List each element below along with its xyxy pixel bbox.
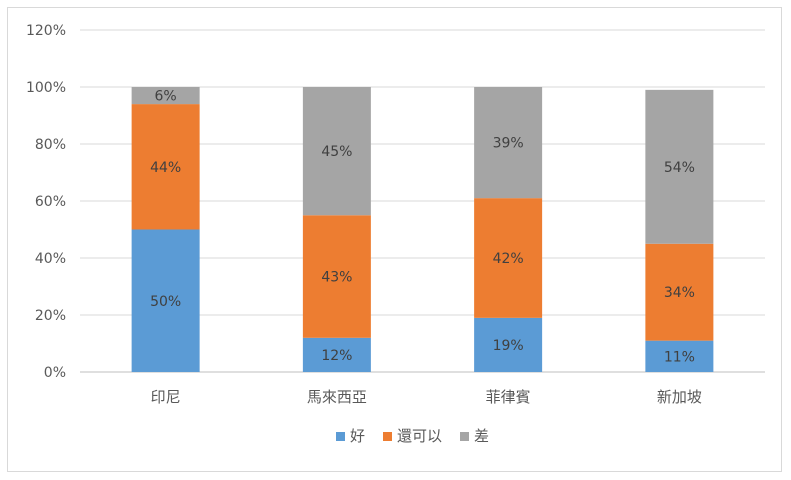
legend-label: 還可以 <box>397 427 442 445</box>
data-label: 11% <box>664 349 695 365</box>
legend-swatch <box>336 432 345 441</box>
data-label: 6% <box>155 89 177 105</box>
data-label: 50% <box>150 294 181 310</box>
y-tick-label: 60% <box>35 194 66 210</box>
bar-segment <box>302 215 371 338</box>
data-label: 42% <box>493 251 524 267</box>
bar-segment <box>474 317 543 372</box>
legend-swatch <box>460 432 469 441</box>
category-label: 印尼 <box>151 388 181 406</box>
data-label: 12% <box>321 348 352 364</box>
category-label: 馬來西亞 <box>307 388 367 406</box>
y-tick-label: 0% <box>44 365 66 381</box>
data-label: 19% <box>493 338 524 354</box>
category-label: 新加坡 <box>657 388 702 406</box>
y-tick-label: 120% <box>26 23 66 39</box>
bar-segment <box>131 87 200 105</box>
y-tick-label: 40% <box>35 251 66 267</box>
category-label: 菲律賓 <box>486 388 531 406</box>
bar-segment <box>302 337 371 372</box>
data-label: 39% <box>493 136 524 152</box>
y-tick-label: 80% <box>35 137 66 153</box>
legend-swatch <box>383 432 392 441</box>
y-tick-label: 20% <box>35 308 66 324</box>
y-tick-label: 100% <box>26 80 66 96</box>
bar-segment <box>302 87 371 216</box>
bar-segment <box>645 89 714 244</box>
legend-label: 差 <box>474 427 489 445</box>
bar-segment <box>645 243 714 341</box>
data-label: 34% <box>664 285 695 301</box>
bar-segment <box>131 104 200 230</box>
bar-segment <box>645 340 714 372</box>
data-label: 43% <box>321 270 352 286</box>
bar-segment <box>131 229 200 372</box>
bar-segment <box>474 87 543 199</box>
data-label: 44% <box>150 160 181 176</box>
data-label: 54% <box>664 160 695 176</box>
data-label: 45% <box>321 144 352 160</box>
legend-label: 好 <box>350 427 365 445</box>
bar-segment <box>474 198 543 318</box>
